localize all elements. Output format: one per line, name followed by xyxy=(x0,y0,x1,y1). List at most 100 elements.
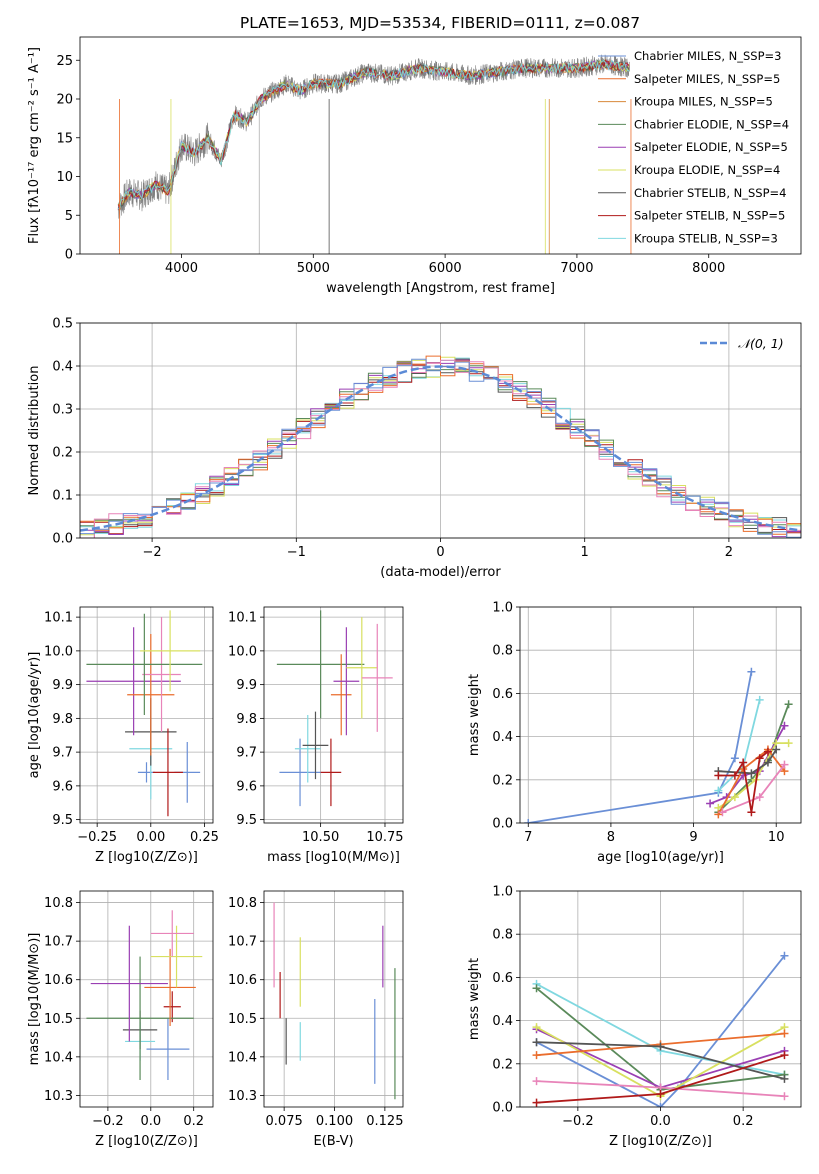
weight-marker xyxy=(656,1103,665,1107)
data-point xyxy=(127,634,175,756)
x-tick-label: 0 xyxy=(436,545,444,560)
x-tick-label: 9 xyxy=(689,830,697,845)
y-tick-label: 10.6 xyxy=(228,973,257,988)
weight-marker xyxy=(772,745,781,754)
model-spectrum xyxy=(117,59,630,210)
model-spectrum xyxy=(117,60,630,206)
weight-marker xyxy=(730,793,739,802)
model-spectrum xyxy=(117,61,630,210)
data-point xyxy=(144,948,196,1026)
x-tick-label: 8000 xyxy=(692,261,725,276)
x-tick-label: 10.50 xyxy=(302,830,339,845)
y-tick-label: 9.9 xyxy=(236,678,257,693)
weight-marker xyxy=(532,1077,541,1086)
gridlines xyxy=(520,890,801,1108)
gridlines xyxy=(264,607,403,823)
data-point xyxy=(163,991,181,1023)
x-tick-label: −0.2 xyxy=(92,1114,124,1129)
panel-7: 0.075 0.100 0.125 10.3 10.4 10.5 10.6 10.7 10.8 E… xyxy=(228,890,404,1149)
y-tick-label: 15 xyxy=(56,131,73,146)
y-tick-label: 0.4 xyxy=(492,1014,513,1029)
x-tick-label: 10 xyxy=(768,830,785,845)
y-tick-label: 25 xyxy=(56,54,73,69)
x-tick-label: 0.125 xyxy=(366,1114,403,1129)
y-tick-label: 1.0 xyxy=(492,885,513,900)
x-tick-label: 4000 xyxy=(165,261,198,276)
weight-marker xyxy=(656,1090,665,1099)
y-tick-label: 10.5 xyxy=(228,1012,257,1027)
x-tick-label: 0.00 xyxy=(136,830,165,845)
y-tick-label: 10.3 xyxy=(228,1089,257,1104)
y-tick-label: 0.0 xyxy=(492,817,513,832)
weight-marker xyxy=(739,758,748,767)
axes-frame xyxy=(79,322,802,539)
weight-marker xyxy=(780,721,789,730)
y-axis-label: Normed distribution xyxy=(27,366,42,496)
weight-marker xyxy=(532,1098,541,1107)
data-point xyxy=(361,623,393,732)
panel-4: 10.50 10.75 9.5 9.6 9.7 9.8 9.9 10.0 10.1 mass [l… xyxy=(228,606,404,865)
legend-label: Chabrier ELODIE, N_SSP=4 xyxy=(634,117,789,131)
x-tick-label: 7000 xyxy=(560,261,593,276)
y-tick-label: 10.5 xyxy=(44,1012,73,1027)
y-tick-label: 9.7 xyxy=(52,746,73,761)
y-tick-label: 10.8 xyxy=(44,896,73,911)
x-tick-label: 7 xyxy=(524,830,532,845)
legend: 𝒩(0, 1) xyxy=(700,336,784,351)
axes-frame xyxy=(263,890,404,1108)
normal-curve xyxy=(80,365,801,532)
weight-marker xyxy=(780,1074,789,1083)
gridlines xyxy=(520,606,801,824)
weight-marker xyxy=(780,1092,789,1101)
weight-series xyxy=(532,1051,789,1107)
data-point xyxy=(137,762,156,783)
weight-marker xyxy=(784,739,793,748)
legend-label: 𝒩(0, 1) xyxy=(738,336,784,351)
weight-marker xyxy=(532,984,541,993)
x-tick-label: 0.075 xyxy=(266,1114,303,1129)
weight-marker xyxy=(524,819,533,823)
axes-frame xyxy=(79,890,214,1108)
weight-line xyxy=(717,748,786,815)
x-axis-label: E(B-V) xyxy=(313,1134,353,1149)
x-axis-label: (data-model)/error xyxy=(380,565,501,580)
weight-marker xyxy=(763,747,772,756)
weight-series xyxy=(714,747,772,817)
gridlines xyxy=(80,607,213,823)
y-tick-label: 10.4 xyxy=(44,1050,73,1065)
weight-series xyxy=(718,760,789,817)
data-point xyxy=(152,728,183,817)
y-tick-label: 0.4 xyxy=(52,360,73,375)
y-tick-label: 0.6 xyxy=(492,687,513,702)
x-tick-label: −0.25 xyxy=(77,830,117,845)
legend-label: Kroupa ELODIE, N_SSP=4 xyxy=(634,163,780,177)
x-axis-label: Z [log10(Z/Z⊙)] xyxy=(95,1134,198,1149)
panel-5: 7 8 9 10 0.0 0.2 0.4 0.6 0.8 1.0 age [log10(age/yr… xyxy=(467,601,802,865)
model-spectrum xyxy=(118,58,630,211)
y-axis-label: mass [log10(M/M⊙)] xyxy=(27,933,42,1066)
legend-label: Salpeter MILES, N_SSP=5 xyxy=(634,72,780,86)
legend-label: Chabrier MILES, N_SSP=3 xyxy=(634,49,781,63)
axes-frame xyxy=(519,890,802,1108)
weight-line xyxy=(536,955,786,1107)
y-tick-label: 0.2 xyxy=(492,1057,513,1072)
weight-marker xyxy=(532,1023,541,1032)
model-spectrum xyxy=(117,60,630,211)
x-tick-label: −2 xyxy=(143,545,162,560)
weight-marker xyxy=(747,769,756,778)
data-point xyxy=(86,627,181,736)
histogram-step xyxy=(80,359,801,538)
x-tick-label: 6000 xyxy=(429,261,462,276)
data-point xyxy=(142,617,181,732)
plot-area xyxy=(532,951,789,1107)
legend-label: Chabrier STELIB, N_SSP=4 xyxy=(634,186,786,200)
x-tick-label: 0.2 xyxy=(733,1114,754,1129)
y-axis-label: mass weight xyxy=(467,674,482,756)
data-point xyxy=(90,925,168,1042)
y-tick-label: 9.5 xyxy=(236,813,257,828)
weight-marker xyxy=(763,758,772,767)
weight-marker xyxy=(755,695,764,704)
y-tick-label: 9.6 xyxy=(52,779,73,794)
data-point xyxy=(150,910,194,957)
